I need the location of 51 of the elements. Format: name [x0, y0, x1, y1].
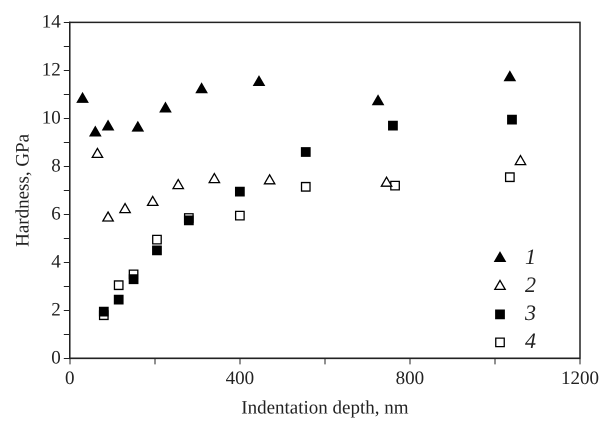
point [372, 94, 384, 106]
y-tick-label: 8 [51, 155, 61, 176]
legend-label: 1 [525, 244, 536, 270]
point [160, 102, 172, 112]
point [184, 216, 194, 226]
point [102, 120, 114, 130]
y-tick-label: 12 [42, 59, 61, 80]
point [89, 126, 102, 136]
point [152, 246, 162, 256]
y-axis-title: Hardness, GPa [12, 133, 34, 247]
point [128, 274, 138, 284]
y-tick-label: 10 [42, 107, 61, 128]
x-tick-label: 1200 [561, 368, 599, 389]
point [264, 174, 276, 184]
x-axis-title: Indentation depth, nm [241, 398, 409, 419]
y-tick-label: 4 [51, 251, 62, 272]
point [76, 92, 88, 103]
point [92, 148, 104, 158]
point [234, 186, 245, 196]
point [504, 172, 515, 182]
point [253, 76, 265, 86]
point [196, 82, 208, 94]
point [380, 176, 392, 187]
point [507, 114, 517, 124]
point [132, 121, 144, 132]
point [208, 172, 220, 184]
legend-label: 3 [524, 300, 536, 326]
point [388, 120, 398, 130]
y-tick-label: 2 [51, 299, 61, 320]
point [119, 202, 131, 214]
y-tick-label: 6 [51, 203, 61, 224]
point [102, 211, 114, 222]
legend-label: 2 [525, 272, 536, 298]
point [300, 147, 311, 157]
x-tick-label: 0 [65, 368, 75, 389]
point [514, 154, 526, 166]
point [114, 294, 124, 304]
x-tick-label: 400 [226, 368, 254, 389]
point [152, 234, 162, 244]
point [300, 182, 311, 192]
legend-label: 4 [525, 328, 536, 354]
point [504, 70, 516, 82]
point [146, 196, 159, 206]
y-tick-label: 14 [42, 11, 62, 32]
point [98, 306, 109, 316]
point [390, 180, 400, 190]
y-tick-label: 0 [51, 347, 61, 368]
point [234, 210, 245, 220]
point [172, 178, 184, 190]
point [114, 280, 124, 290]
x-tick-label: 800 [396, 368, 424, 389]
